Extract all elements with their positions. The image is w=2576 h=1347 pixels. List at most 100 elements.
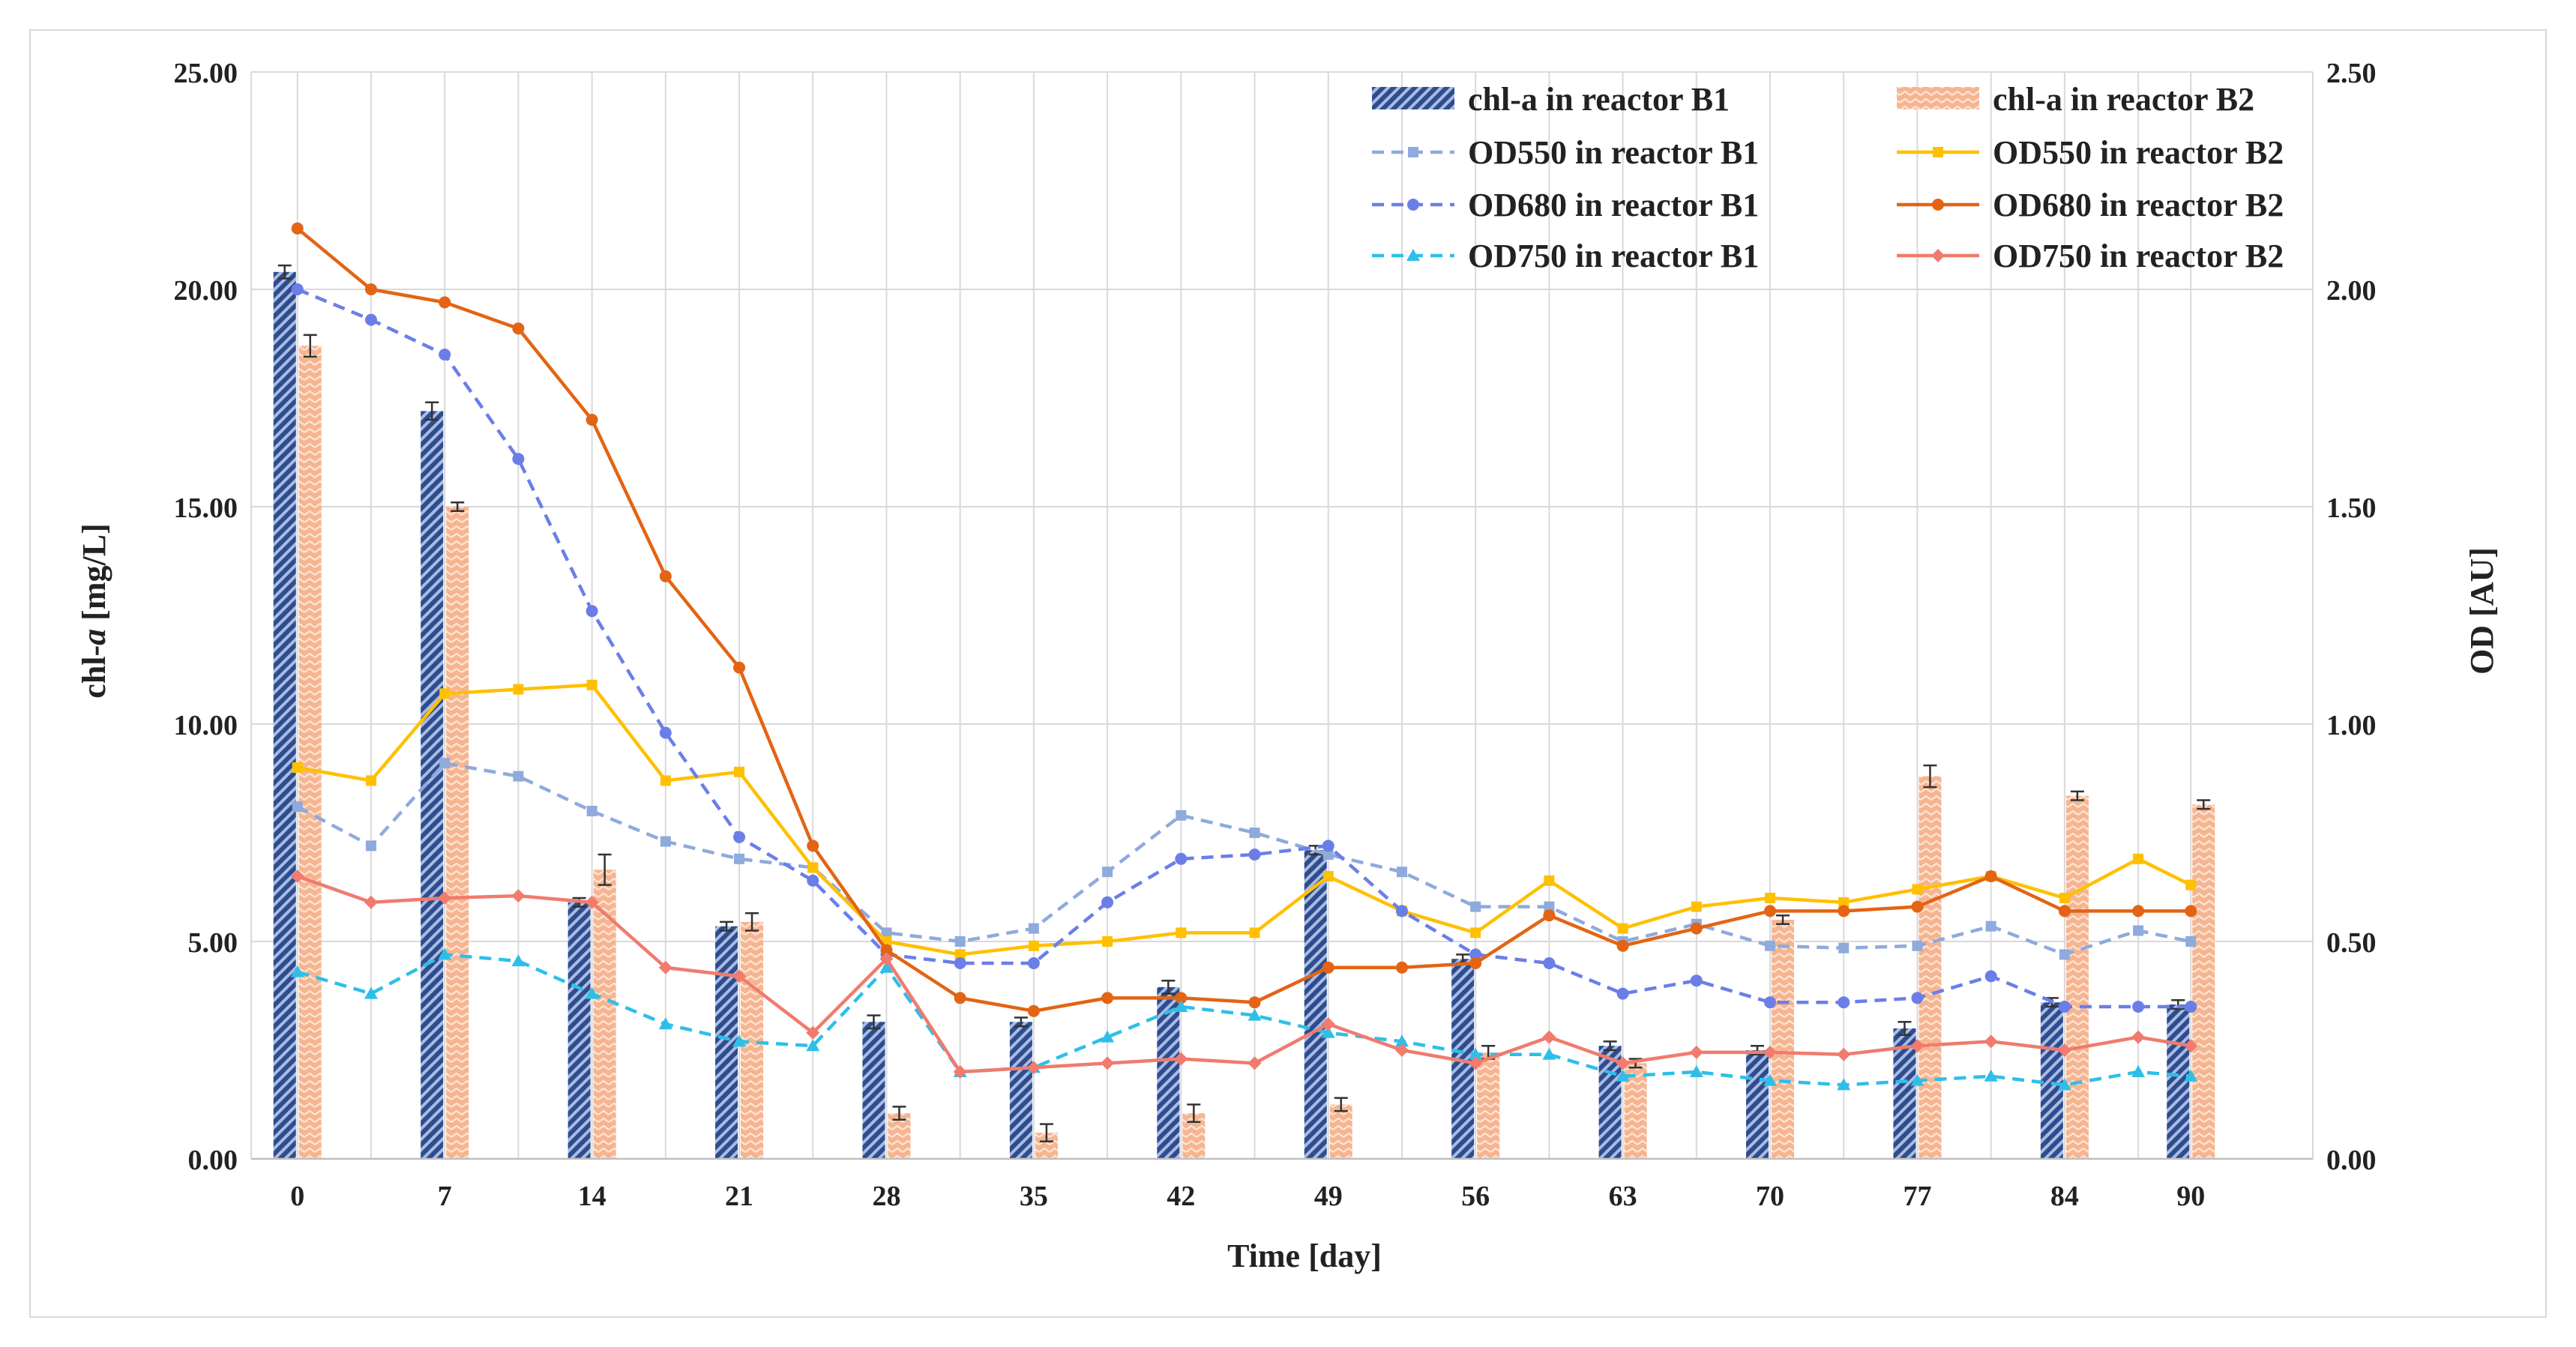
series-point-4: [290, 965, 304, 977]
series-point-1: [1617, 923, 1628, 934]
right-axis-label: OD [AU]: [2464, 547, 2500, 675]
right-tick-label: 1.00: [2326, 710, 2377, 741]
legend-swatch: [1897, 87, 1979, 109]
series-point-2: [1616, 987, 1629, 1000]
series-point-0: [292, 801, 303, 813]
series-point-3: [1395, 961, 1408, 974]
series-point-2: [1838, 996, 1850, 1009]
left-tick-label: 0.00: [188, 1145, 238, 1176]
legend-label: OD680 in reactor B1: [1468, 187, 1759, 223]
series-point-0: [1470, 901, 1481, 912]
series-point-5: [1469, 1056, 1483, 1070]
bar-b1: [1746, 1050, 1769, 1159]
series-point-5: [1542, 1030, 1556, 1044]
series-point-0: [1396, 867, 1407, 878]
series-point-5: [879, 952, 894, 966]
series-point-1: [660, 775, 671, 786]
series-point-5: [1101, 1056, 1115, 1070]
series-point-0: [660, 836, 671, 847]
series-point-5: [1026, 1061, 1041, 1075]
x-tick-label: 0: [290, 1181, 304, 1212]
series-point-1: [513, 684, 524, 695]
legend-label: OD550 in reactor B2: [1993, 134, 2284, 171]
x-axis-label: Time [day]: [1227, 1238, 1382, 1274]
series-point-1: [2133, 853, 2144, 864]
series-point-3: [2058, 905, 2071, 917]
series-point-0: [1544, 901, 1555, 912]
series-point-4: [1321, 1025, 1335, 1038]
series-point-2: [1101, 896, 1114, 908]
series-point-5: [1321, 1017, 1335, 1031]
series-point-5: [2131, 1030, 2146, 1044]
series-point-5: [732, 969, 747, 983]
bar-b2: [2065, 795, 2089, 1159]
legend-marker: [1406, 249, 1420, 261]
series-point-5: [1248, 1056, 1262, 1070]
series-point-3: [1543, 909, 1556, 922]
series-point-1: [954, 949, 966, 960]
legend-label: OD750 in reactor B2: [1993, 238, 2284, 274]
bar-b2: [1329, 1104, 1352, 1159]
series-point-2: [586, 605, 598, 618]
series-point-4: [1542, 1047, 1556, 1060]
bar-b2: [1772, 920, 1795, 1159]
series-point-0: [2059, 949, 2070, 960]
series-point-5: [1174, 1052, 1188, 1066]
right-axis-ticks: 0.00 0.50 1.00 1.50 2.00 2.50: [2326, 58, 2377, 1176]
series-point-2: [2058, 1001, 2071, 1013]
series-point-1: [1322, 871, 1334, 882]
series-point-4: [2184, 1069, 2198, 1082]
legend-label: OD750 in reactor B1: [1468, 238, 1759, 274]
series-point-3: [2185, 905, 2197, 917]
bar-b2: [298, 346, 322, 1159]
series-point-3: [880, 944, 893, 956]
series-point-0: [1102, 867, 1113, 878]
legend-label: OD680 in reactor B2: [1993, 187, 2284, 223]
series-point-3: [291, 222, 304, 235]
bar-b1: [862, 1022, 885, 1159]
series-point-2: [1175, 852, 1188, 865]
series-point-0: [1765, 940, 1776, 951]
series-point-1: [1765, 893, 1776, 903]
series-point-3: [512, 322, 525, 335]
series-point-0: [439, 758, 451, 769]
series-point-4: [1174, 1000, 1188, 1012]
right-tick-label: 2.50: [2326, 58, 2377, 89]
series-point-4: [1394, 1034, 1409, 1047]
series-point-4: [2131, 1065, 2146, 1077]
series-point-4: [1689, 1065, 1703, 1077]
bar-b1: [2167, 1004, 2190, 1159]
left-tick-label: 5.00: [188, 927, 238, 959]
series-point-4: [1616, 1069, 1630, 1082]
bar-b2: [1919, 776, 1942, 1159]
x-tick-label: 42: [1167, 1181, 1195, 1212]
series-point-2: [1248, 849, 1261, 861]
series-point-3: [954, 992, 966, 1004]
x-tick-label: 70: [1756, 1181, 1784, 1212]
left-tick-label: 15.00: [174, 492, 238, 524]
legend-label: OD550 in reactor B1: [1468, 134, 1759, 171]
x-tick-label: 77: [1903, 1181, 1931, 1212]
series-point-5: [658, 960, 672, 974]
series-point-2: [2185, 1001, 2197, 1013]
series-point-1: [1176, 927, 1187, 938]
series-point-0: [1028, 923, 1039, 934]
bar-b1: [1157, 986, 1180, 1159]
left-tick-label: 25.00: [174, 58, 238, 89]
series-point-3: [1248, 996, 1261, 1009]
series-point-5: [585, 895, 599, 909]
series-point-4: [806, 1039, 820, 1052]
series-point-2: [1764, 996, 1777, 1009]
x-tick-label: 7: [438, 1181, 452, 1212]
series-point-5: [953, 1065, 967, 1079]
series-point-3: [364, 283, 377, 295]
bar-b2: [2192, 804, 2215, 1159]
series-point-2: [659, 726, 672, 739]
series-point-2: [439, 349, 451, 361]
series-point-1: [2185, 879, 2197, 891]
right-tick-label: 0.50: [2326, 927, 2377, 959]
series-point-0: [1985, 920, 1996, 932]
series-point-3: [1175, 992, 1188, 1004]
series-point-2: [512, 453, 525, 465]
